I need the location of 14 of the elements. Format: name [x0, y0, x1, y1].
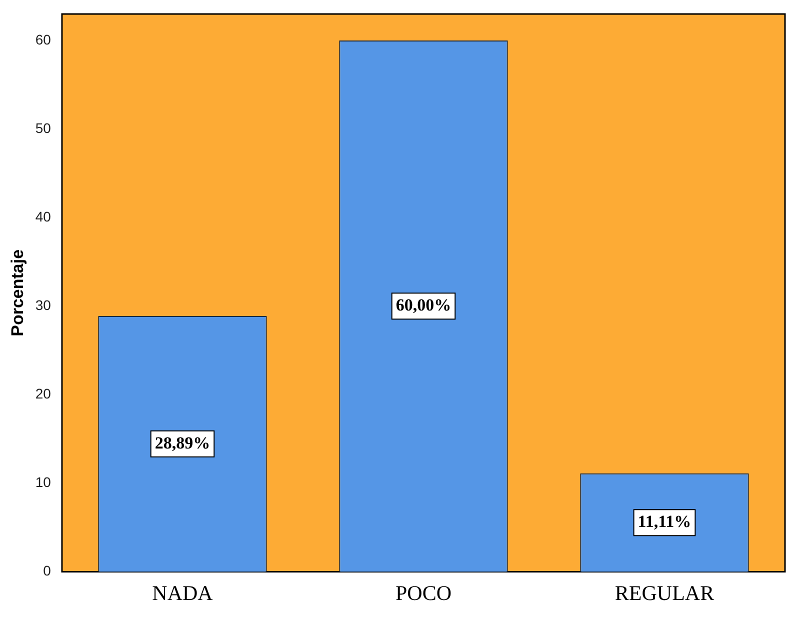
- y-tick-label: 60: [35, 31, 52, 48]
- y-tick-label: 10: [35, 474, 52, 490]
- y-tick-label: 0: [43, 562, 52, 579]
- data-label: 28,89%: [154, 433, 210, 452]
- y-axis-title: Porcentaje: [8, 249, 27, 336]
- x-tick-label: POCO: [395, 580, 452, 605]
- y-tick-label: 30: [35, 297, 52, 314]
- x-tick-label: REGULAR: [614, 580, 714, 605]
- y-tick-label: 40: [35, 208, 52, 224]
- data-label: 60,00%: [396, 296, 452, 315]
- y-tick-label: 50: [35, 120, 52, 136]
- data-label: 11,11%: [638, 512, 692, 532]
- x-tick-label: NADA: [152, 580, 214, 605]
- y-tick-label: 20: [35, 386, 52, 402]
